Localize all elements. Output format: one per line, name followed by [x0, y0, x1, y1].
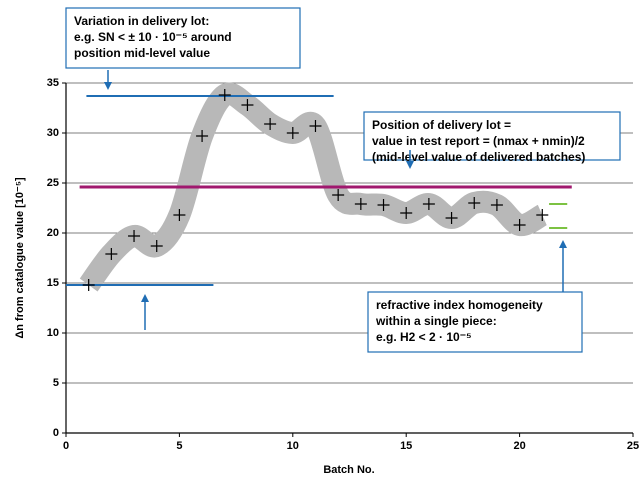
y-tick-label: 10: [47, 327, 59, 339]
x-tick-label: 20: [513, 440, 525, 452]
x-tick-label: 5: [176, 440, 182, 452]
annotation-text: e.g. H2 < 2 · 10⁻⁵: [376, 330, 472, 344]
point: [536, 209, 549, 221]
x-tick-label: 25: [627, 440, 639, 452]
y-tick-label: 30: [47, 127, 59, 139]
point: [264, 118, 277, 130]
point: [173, 209, 186, 221]
point: [490, 199, 503, 211]
annotation-text: Position of delivery lot =: [372, 118, 511, 132]
annotation-text: value in test report = (nmax + nmin)/2: [372, 134, 585, 148]
point: [128, 230, 141, 242]
point: [218, 89, 231, 101]
x-tick-label: 0: [63, 440, 69, 452]
y-tick-label: 35: [47, 77, 59, 89]
y-tick-label: 15: [47, 277, 59, 289]
annotation-text: position mid-level value: [74, 46, 210, 60]
point: [422, 198, 435, 210]
point: [445, 212, 458, 224]
x-axis-label: Batch No.: [323, 464, 374, 476]
annotation-text: refractive index homogeneity: [376, 298, 543, 312]
point: [332, 189, 345, 201]
annotation-text: e.g. SN < ± 10 · 10⁻⁵ around: [74, 30, 232, 44]
annotation-text: (mid-level value of delivered batches): [372, 150, 585, 164]
y-tick-label: 0: [53, 427, 59, 439]
y-tick-label: 25: [47, 177, 59, 189]
point: [354, 198, 367, 210]
y-axis-label: Δn from catalogue value [10⁻⁵]: [14, 177, 26, 339]
annotation-box: [65, 7, 301, 69]
x-tick-label: 15: [400, 440, 412, 452]
point: [309, 120, 322, 132]
x-tick-label: 10: [287, 440, 299, 452]
point: [400, 207, 413, 219]
point: [82, 279, 95, 291]
point: [150, 240, 163, 252]
annotation-box: [367, 291, 583, 353]
point: [468, 197, 481, 209]
point: [241, 99, 254, 111]
point: [377, 199, 390, 211]
annotation-text: Variation in delivery lot:: [74, 14, 209, 28]
y-tick-label: 20: [47, 227, 59, 239]
point: [513, 219, 526, 231]
point: [105, 248, 118, 260]
annotation-text: within a single piece:: [375, 314, 497, 328]
point: [286, 127, 299, 139]
annotation-box: [363, 111, 621, 161]
point: [196, 130, 209, 142]
y-tick-label: 5: [53, 377, 59, 389]
